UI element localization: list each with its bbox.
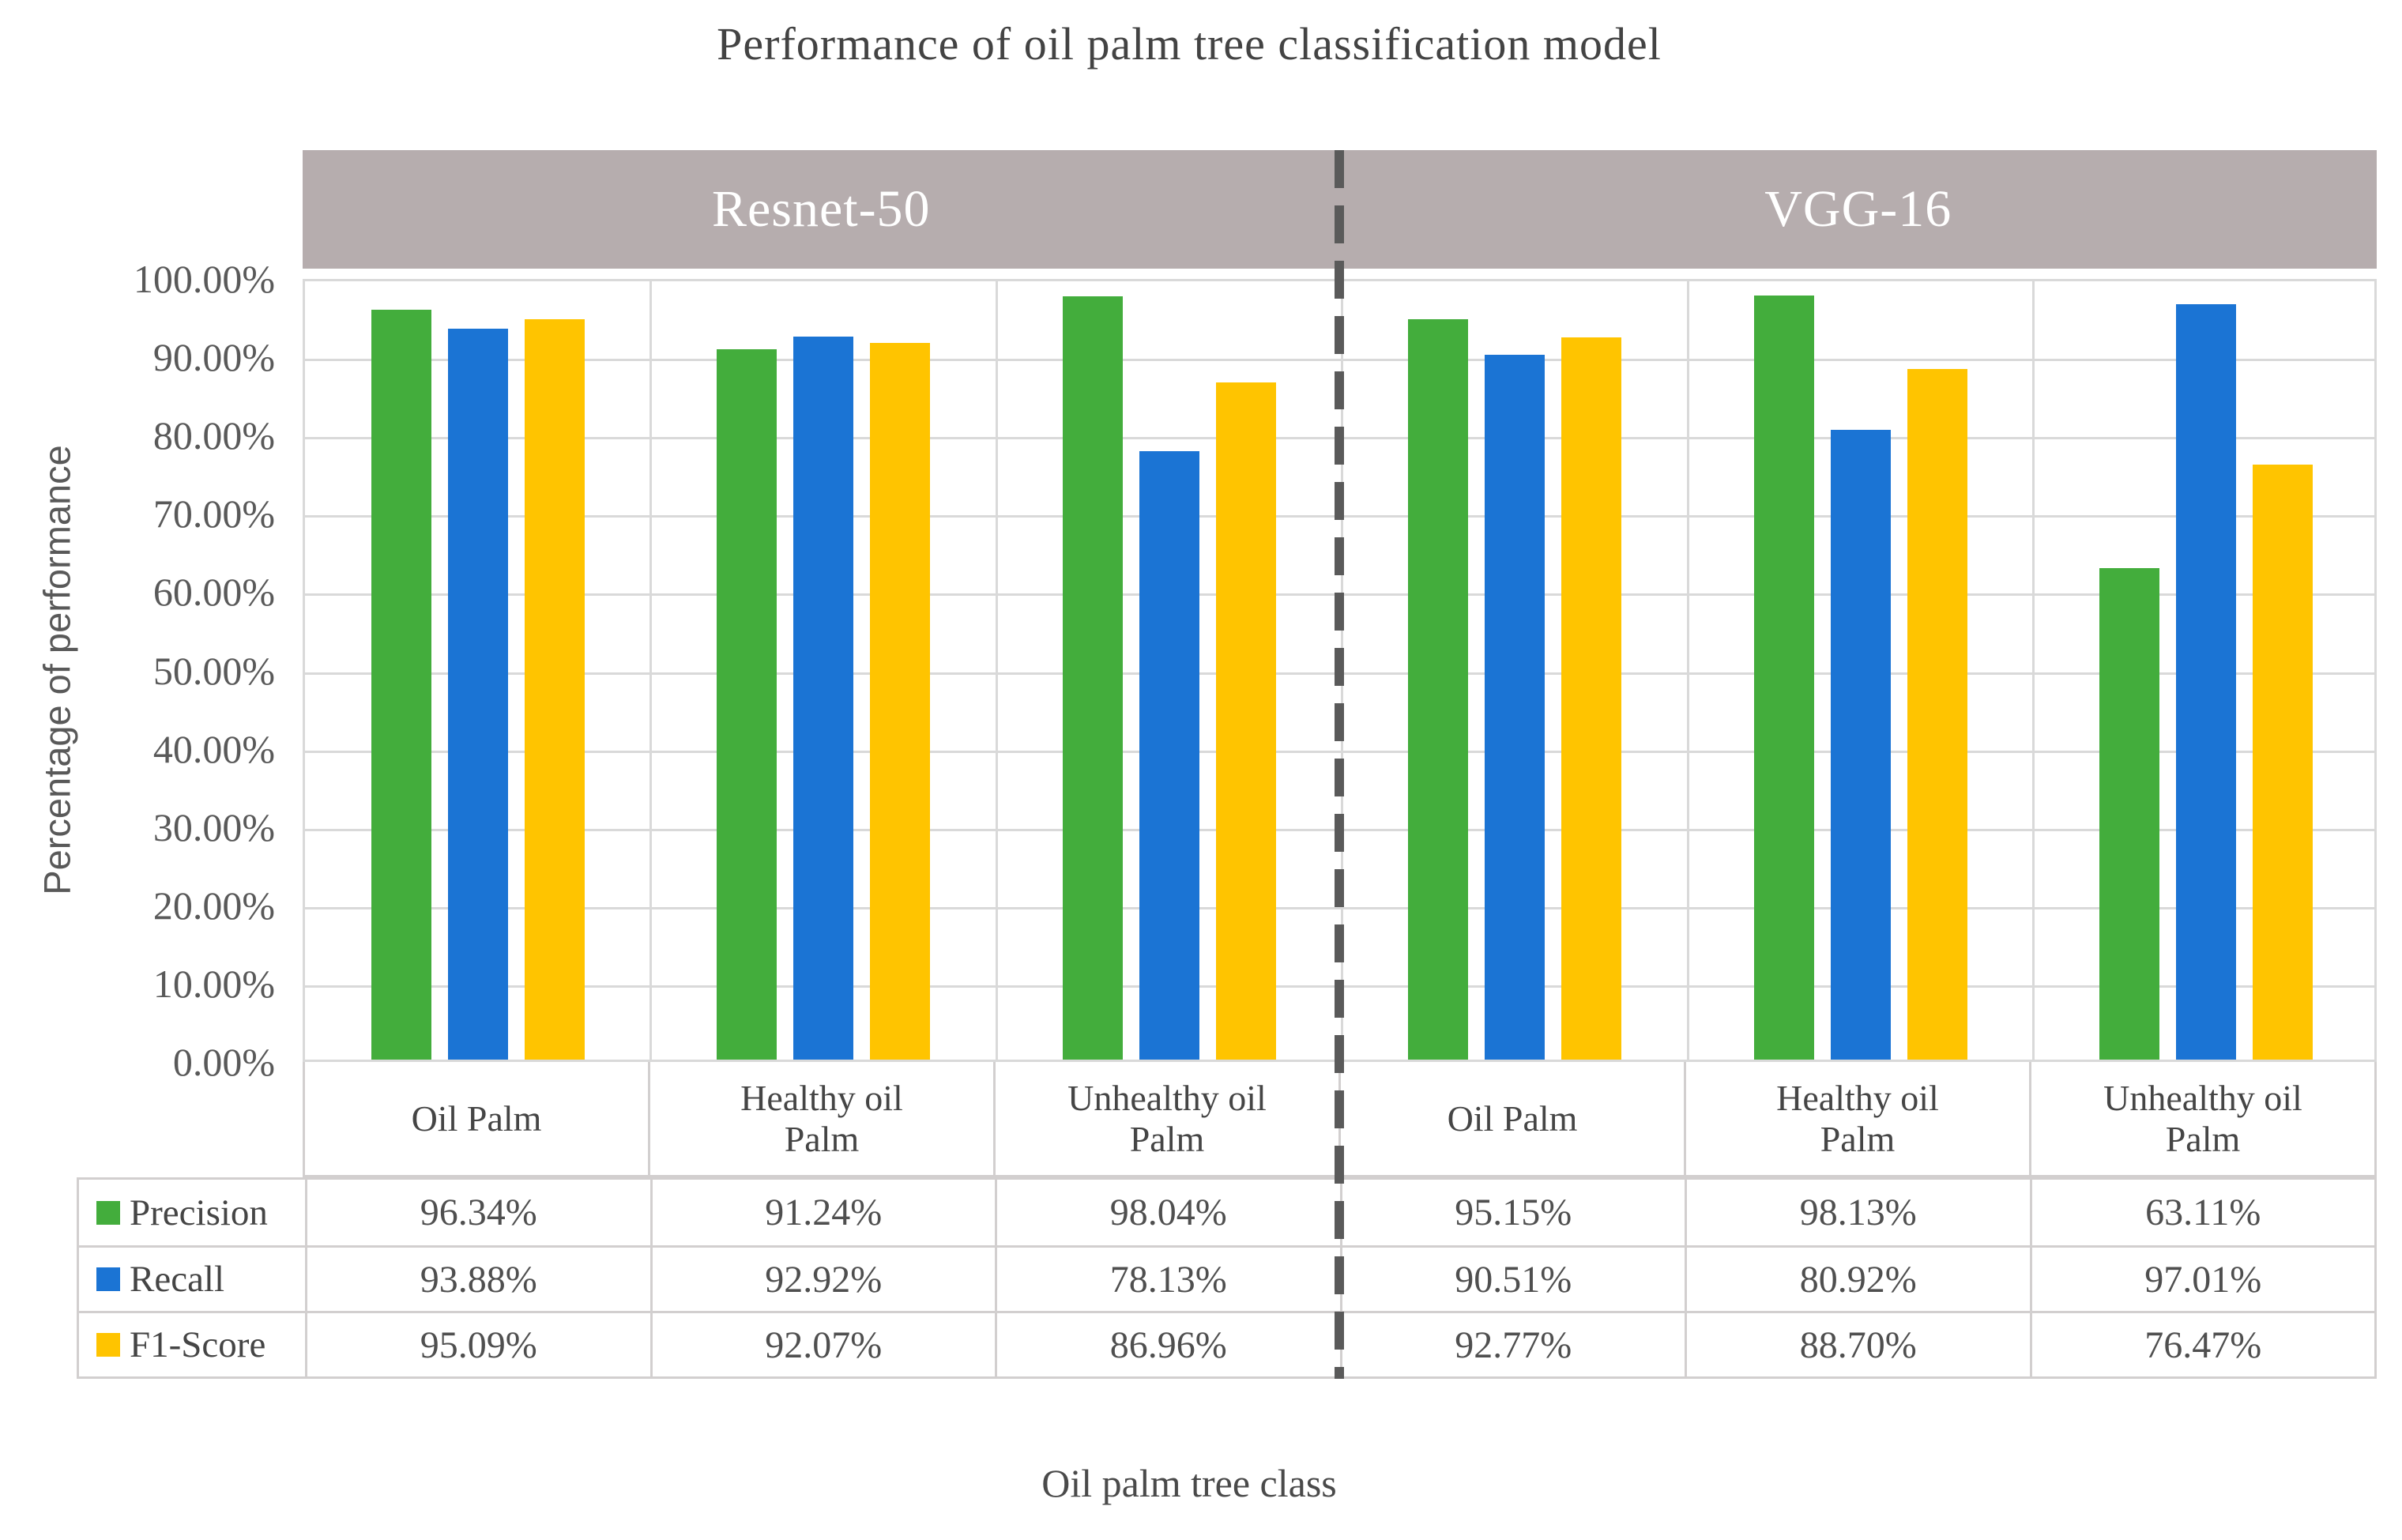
y-axis-tick: 80.00% [152, 413, 275, 458]
legend-cell-precision: Precision [79, 1180, 305, 1245]
bar-f1-score [870, 343, 931, 1060]
category-column-separator [649, 281, 652, 1060]
table-value-recall: 93.88% [305, 1245, 650, 1311]
table-value-f1-score: 92.07% [649, 1311, 995, 1376]
bar-group-healthy-oil-palm-4 [1688, 281, 2034, 1060]
bar-f1-score [1215, 382, 1276, 1060]
bar-f1-score [1561, 337, 1622, 1060]
table-value-f1-score: 92.77% [1339, 1311, 1685, 1376]
category-label: Unhealthy oil Palm [993, 1062, 1338, 1175]
legend-swatch-precision-icon [96, 1200, 120, 1225]
y-axis-tick: 20.00% [152, 883, 275, 928]
table-value-recall: 90.51% [1339, 1245, 1685, 1311]
category-label-text: Oil Palm [411, 1098, 542, 1139]
bar-group-unhealthy-oil-palm-5 [2034, 281, 2380, 1060]
model-header-vgg16: VGG-16 [1764, 180, 1952, 238]
bar-recall [1485, 355, 1545, 1060]
category-label: Healthy oil Palm [1684, 1062, 2029, 1175]
category-column-separator [2032, 281, 2035, 1060]
bar-group-oil-palm-0 [305, 281, 651, 1060]
bar-recall [2176, 304, 2237, 1060]
legend-swatch-recall-icon [96, 1267, 120, 1291]
y-axis-tick: 100.00% [133, 257, 275, 301]
y-axis-tick: 70.00% [152, 491, 275, 537]
category-label: Oil Palm [1338, 1062, 1684, 1175]
legend-swatch-f1-score-icon [96, 1333, 120, 1357]
x-axis-title: Oil palm tree class [1041, 1461, 1337, 1505]
category-label: Oil Palm [305, 1062, 648, 1175]
bar-precision [1753, 296, 1814, 1060]
table-value-f1-score: 76.47% [2029, 1311, 2374, 1376]
y-axis-tick: 60.00% [152, 570, 275, 615]
bar-precision [371, 310, 431, 1060]
chart-title: Performance of oil palm tree classificat… [717, 18, 1662, 70]
legend-label: F1-Score [130, 1324, 266, 1365]
legend-label: Recall [130, 1259, 225, 1300]
table-value-recall: 92.92% [649, 1245, 995, 1311]
bar-recall [793, 336, 854, 1060]
table-value-recall: 78.13% [995, 1245, 1340, 1311]
y-axis-tick: 30.00% [152, 804, 275, 849]
data-table: Precision 96.34% 91.24% 98.04% 95.15% 98.13% 6… [77, 1177, 2377, 1379]
category-column-separator [995, 281, 998, 1060]
bar-recall [1830, 429, 1891, 1060]
y-axis-tick: 50.00% [152, 648, 275, 693]
category-label: Unhealthy oil Palm [2029, 1062, 2374, 1175]
bar-precision [717, 349, 777, 1060]
bar-group-unhealthy-oil-palm-2 [996, 281, 1342, 1060]
bar-precision [1062, 296, 1123, 1060]
legend-cell-recall: Recall [79, 1245, 305, 1311]
bar-group-oil-palm-3 [1342, 281, 1689, 1060]
model-header-resnet50: Resnet-50 [711, 180, 931, 238]
table-value-precision: 98.13% [1685, 1180, 2030, 1245]
category-label-text: Unhealthy oil Palm [2103, 1077, 2302, 1159]
y-axis-tick: 10.00% [152, 961, 275, 1006]
model-separator-dashed-line [1335, 150, 1344, 1379]
bar-recall [447, 329, 508, 1060]
y-axis-tick: 40.00% [152, 726, 275, 771]
table-value-precision: 63.11% [2029, 1180, 2375, 1245]
bar-f1-score [524, 319, 585, 1060]
category-label-text: Oil Palm [1447, 1098, 1578, 1139]
bar-f1-score [2253, 464, 2314, 1060]
table-value-precision: 98.04% [995, 1180, 1340, 1245]
bar-f1-score [1907, 369, 1967, 1060]
bar-recall [1139, 451, 1199, 1060]
table-value-precision: 96.34% [305, 1180, 650, 1245]
bar-precision [2099, 568, 2160, 1060]
category-column-separator [1686, 281, 1689, 1060]
bar-group-healthy-oil-palm-1 [651, 281, 997, 1060]
table-value-f1-score: 95.09% [305, 1311, 650, 1376]
y-axis-tick: 0.00% [172, 1040, 275, 1084]
bar-precision [1408, 318, 1469, 1060]
legend-label: Precision [130, 1192, 268, 1233]
legend-cell-f1-score: F1-Score [79, 1311, 305, 1376]
category-label: Healthy oil Palm [648, 1062, 993, 1175]
category-label-text: Healthy oil Palm [740, 1077, 903, 1159]
table-value-f1-score: 88.70% [1685, 1311, 2030, 1376]
table-value-precision: 95.15% [1339, 1180, 1685, 1245]
y-axis-tick: 90.00% [152, 335, 275, 380]
category-label-text: Healthy oil Palm [1776, 1077, 1939, 1159]
table-value-precision: 91.24% [649, 1180, 996, 1245]
category-label-text: Unhealthy oil Palm [1067, 1077, 1267, 1159]
table-value-recall: 80.92% [1685, 1245, 2030, 1311]
table-value-recall: 97.01% [2029, 1245, 2374, 1311]
table-value-f1-score: 86.96% [995, 1311, 1340, 1376]
